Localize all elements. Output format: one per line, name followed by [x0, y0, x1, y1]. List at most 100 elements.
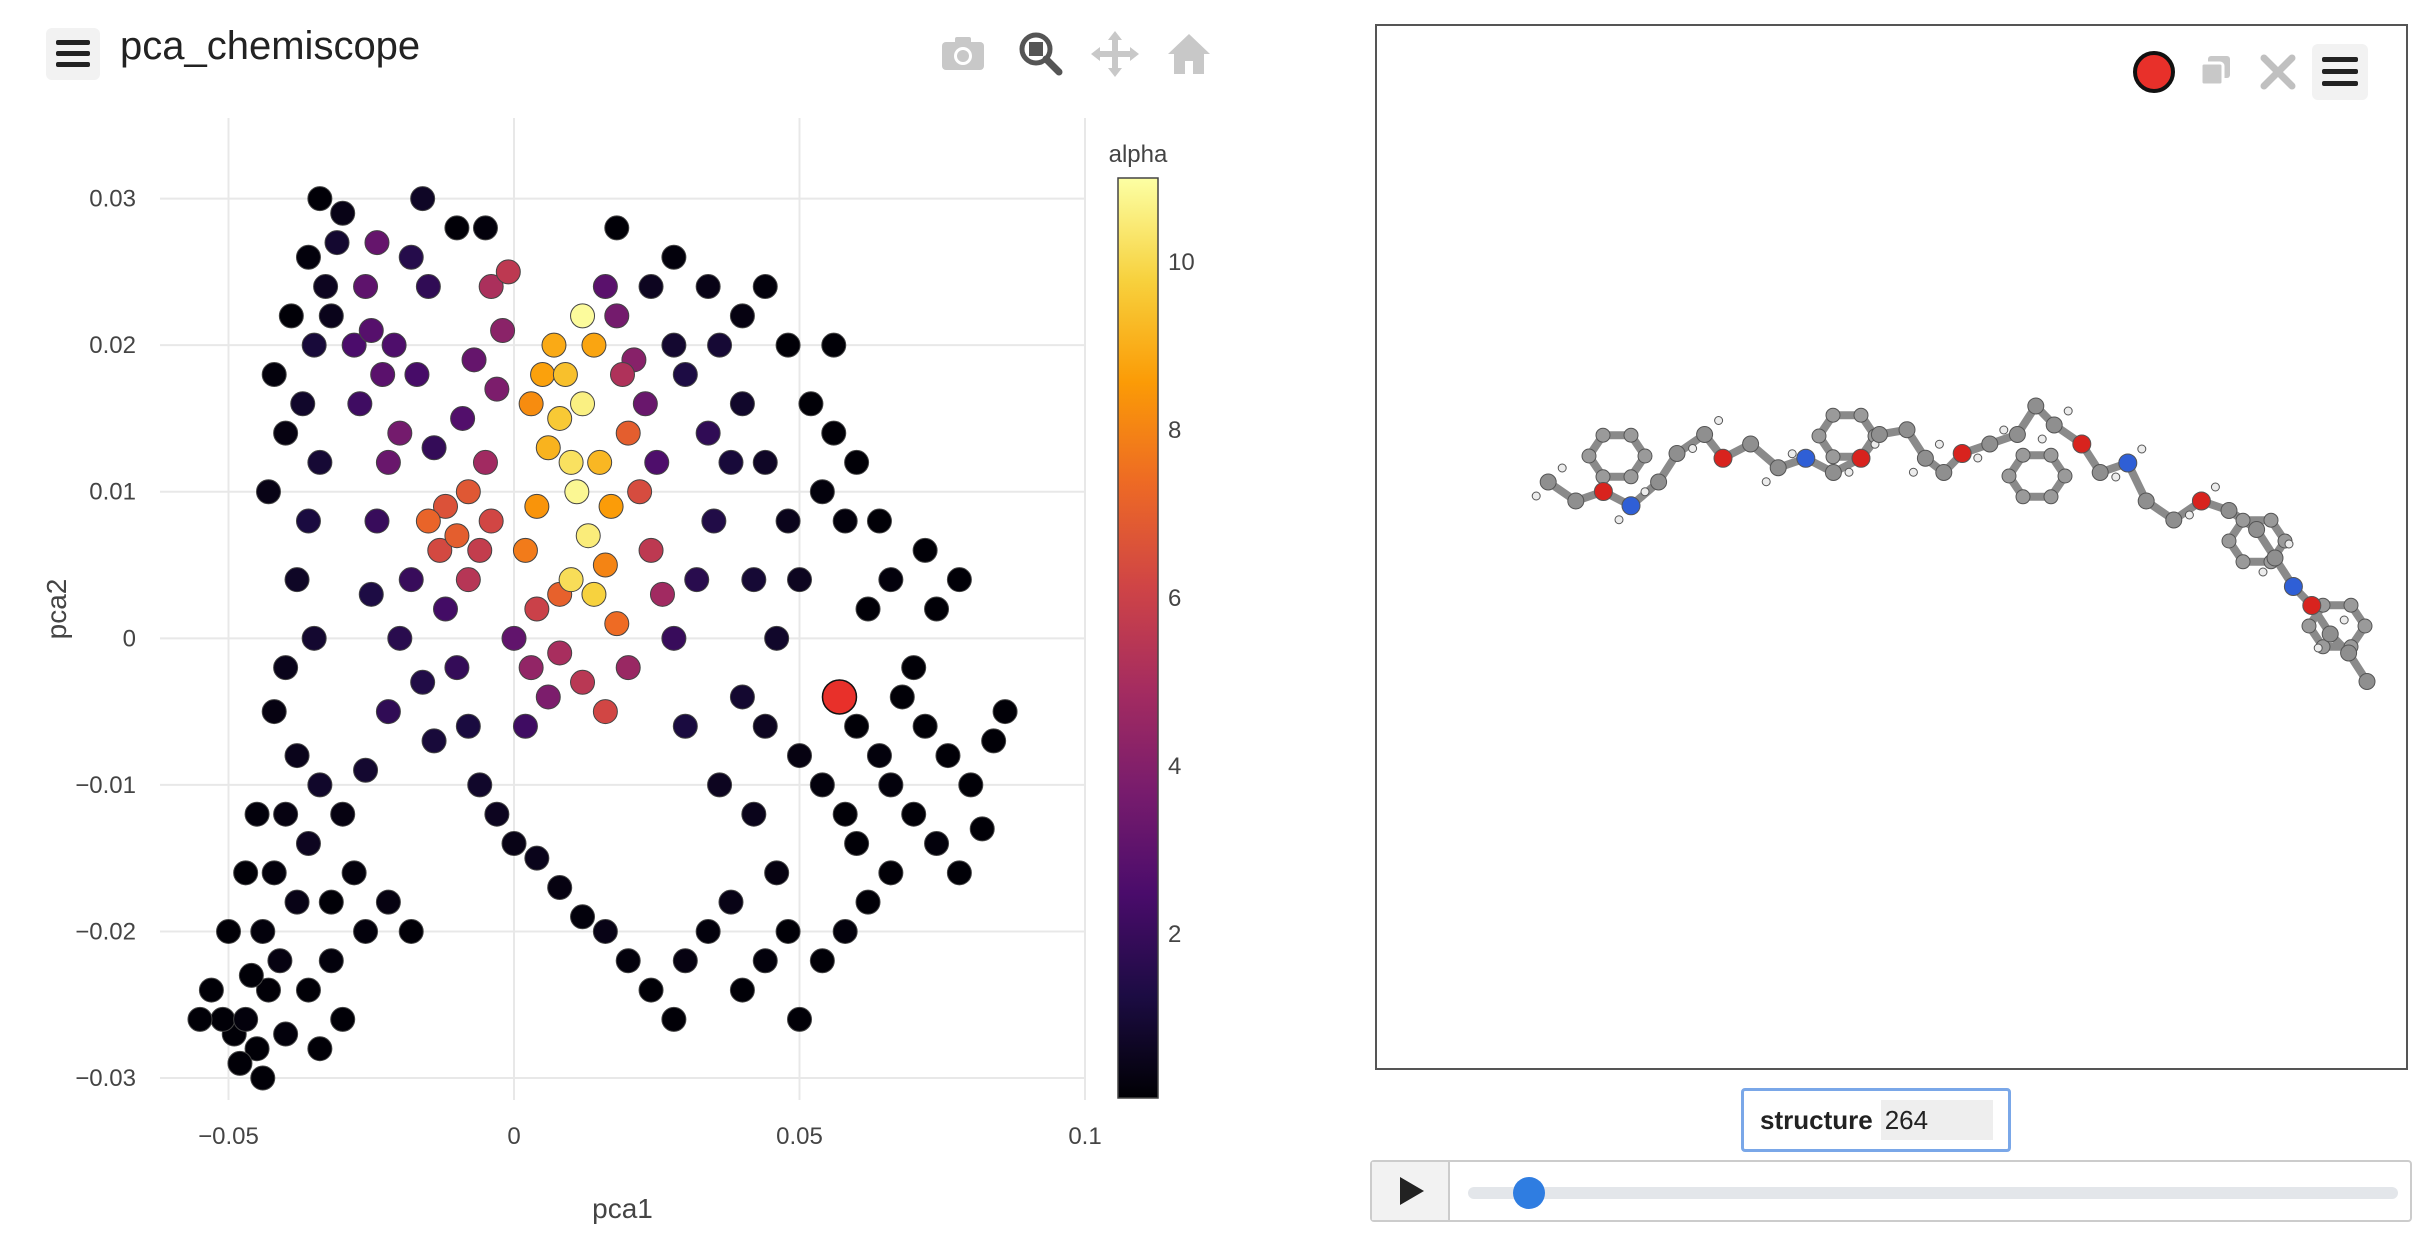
scatter-point[interactable] [946, 567, 972, 593]
scatter-point[interactable] [821, 332, 847, 358]
scatter-point[interactable] [672, 948, 698, 974]
scatter-point[interactable] [592, 274, 618, 300]
scatter-point[interactable] [398, 918, 424, 944]
scatter-point[interactable] [233, 1006, 259, 1032]
scatter-point[interactable] [250, 918, 276, 944]
scatter-point[interactable] [490, 318, 516, 344]
scatter-point[interactable] [410, 186, 436, 212]
scatter-point[interactable] [250, 1065, 276, 1091]
scatter-point[interactable] [604, 303, 630, 329]
scatter-point[interactable] [695, 420, 721, 446]
scatter-point[interactable] [752, 713, 778, 739]
scatter-point[interactable] [855, 889, 881, 915]
scatter-point[interactable] [638, 537, 664, 563]
scatter-point[interactable] [889, 684, 915, 710]
scatter-point[interactable] [455, 713, 481, 739]
scatter-point[interactable] [295, 508, 321, 534]
scatter-point[interactable] [518, 391, 544, 417]
play-button[interactable] [1372, 1162, 1450, 1220]
scatter-point[interactable] [518, 655, 544, 681]
scatter-point[interactable] [398, 244, 424, 270]
scatter-point[interactable] [535, 435, 561, 461]
scatter-point[interactable] [341, 332, 367, 358]
scatter-point[interactable] [484, 376, 510, 402]
scatter-point[interactable] [187, 1006, 213, 1032]
scatter-point[interactable] [330, 200, 356, 226]
scatter-point[interactable] [592, 699, 618, 725]
scatter-point[interactable] [672, 713, 698, 739]
scatter-point[interactable] [524, 845, 550, 871]
scatter-point[interactable] [615, 420, 641, 446]
scatter-point[interactable] [404, 361, 430, 387]
scatter-point[interactable] [878, 860, 904, 886]
scatter-point[interactable] [273, 420, 299, 446]
scatter-point[interactable] [375, 449, 401, 475]
scatter-point[interactable] [347, 391, 373, 417]
scatter-point[interactable] [672, 361, 698, 387]
menu-icon[interactable] [2312, 44, 2368, 100]
scatter-point[interactable] [958, 772, 984, 798]
scatter-point[interactable] [575, 523, 601, 549]
scatter-point[interactable] [787, 743, 813, 769]
scatter-point[interactable] [632, 391, 658, 417]
pan-icon[interactable] [1088, 28, 1142, 80]
scatter-point[interactable] [444, 215, 470, 241]
scatter-point[interactable] [638, 977, 664, 1003]
scatter-plot[interactable]: −0.05 0 0.05 0.1 0.03 0.02 0.01 0 −0.01 −0.02 −0.0… [0, 0, 1300, 1240]
scatter-point[interactable] [255, 479, 281, 505]
duplicate-icon[interactable] [2188, 44, 2244, 100]
scatter-point[interactable] [661, 1006, 687, 1032]
scatter-point[interactable] [387, 420, 413, 446]
scatter-point[interactable] [410, 669, 436, 695]
scatter-point[interactable] [290, 391, 316, 417]
scatter-point[interactable] [844, 449, 870, 475]
scatter-point[interactable] [570, 904, 596, 930]
scatter-point[interactable] [718, 889, 744, 915]
scatter-point[interactable] [375, 889, 401, 915]
scatter-point[interactable] [455, 567, 481, 593]
scatter-point[interactable] [461, 347, 487, 373]
scatter-point[interactable] [198, 977, 224, 1003]
scatter-point[interactable] [227, 1050, 253, 1076]
scatter-point[interactable] [455, 479, 481, 505]
scatter-point[interactable] [524, 493, 550, 519]
scatter-point[interactable] [313, 274, 339, 300]
scatter-point[interactable] [284, 743, 310, 769]
scatter-point[interactable] [775, 508, 801, 534]
scatter-point[interactable] [353, 918, 379, 944]
scatter-point[interactable] [729, 391, 755, 417]
scatter-point[interactable] [427, 537, 453, 563]
scatter-point[interactable] [318, 303, 344, 329]
scatter-point[interactable] [495, 259, 521, 285]
scatter-point[interactable] [295, 244, 321, 270]
scatter-point[interactable] [627, 479, 653, 505]
scatter-point[interactable] [570, 669, 596, 695]
scatter-point[interactable] [924, 831, 950, 857]
scatter-point[interactable] [821, 420, 847, 446]
scatter-point[interactable] [764, 860, 790, 886]
camera-icon[interactable] [936, 28, 990, 80]
scatter-point[interactable] [358, 318, 384, 344]
scatter-point[interactable] [238, 962, 264, 988]
scatter-point[interactable] [969, 816, 995, 842]
scatter-point[interactable] [421, 435, 447, 461]
scatter-point[interactable] [809, 772, 835, 798]
scatter-point[interactable] [707, 772, 733, 798]
scatter-point[interactable] [604, 611, 630, 637]
scatter-point[interactable] [421, 728, 447, 754]
scatter-point[interactable] [718, 449, 744, 475]
scatter-point[interactable] [353, 757, 379, 783]
slider-handle[interactable] [1512, 1177, 1545, 1209]
scatter-point[interactable] [729, 303, 755, 329]
scatter-point[interactable] [478, 508, 504, 534]
scatter-point[interactable] [587, 449, 613, 475]
scatter-point[interactable] [832, 508, 858, 534]
scatter-point[interactable] [432, 596, 458, 622]
scatter-point[interactable] [341, 860, 367, 886]
scatter-point[interactable] [752, 274, 778, 300]
scatter-point[interactable] [261, 361, 287, 387]
scatter-point[interactable] [512, 537, 538, 563]
scatter-point[interactable] [787, 1006, 813, 1032]
scatter-point[interactable] [233, 860, 259, 886]
scatter-point[interactable] [649, 581, 675, 607]
